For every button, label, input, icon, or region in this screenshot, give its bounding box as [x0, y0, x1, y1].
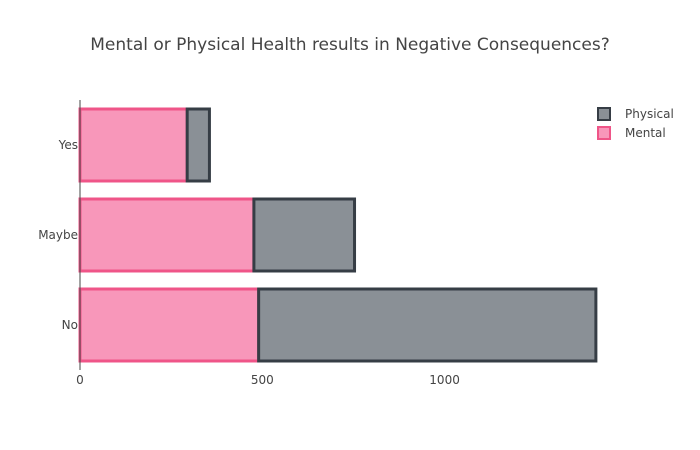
y-tick-label-no: No [62, 318, 78, 332]
legend-label-mental: Mental [625, 126, 666, 140]
x-tick-label-1000: 1000 [429, 373, 460, 387]
bar-physical-maybe [252, 197, 357, 273]
legend-swatch-physical [597, 107, 611, 121]
bar-mental-yes [78, 107, 189, 183]
bars-layer [78, 107, 598, 363]
axes-layer: No Maybe Yes 0 500 1000 [38, 100, 460, 387]
bar-mental-no [78, 287, 261, 363]
x-tick-label-0: 0 [76, 373, 84, 387]
x-tick-label-500: 500 [251, 373, 274, 387]
bar-mental-maybe [78, 197, 256, 273]
bar-physical-no [257, 287, 598, 363]
legend-label-physical: Physical [625, 107, 674, 121]
bar-physical-yes [185, 107, 211, 183]
y-tick-label-yes: Yes [58, 138, 78, 152]
chart-title: Mental or Physical Health results in Neg… [90, 35, 610, 55]
legend: Physical Mental [597, 107, 674, 140]
legend-swatch-mental [597, 126, 611, 140]
y-tick-label-maybe: Maybe [38, 228, 78, 242]
